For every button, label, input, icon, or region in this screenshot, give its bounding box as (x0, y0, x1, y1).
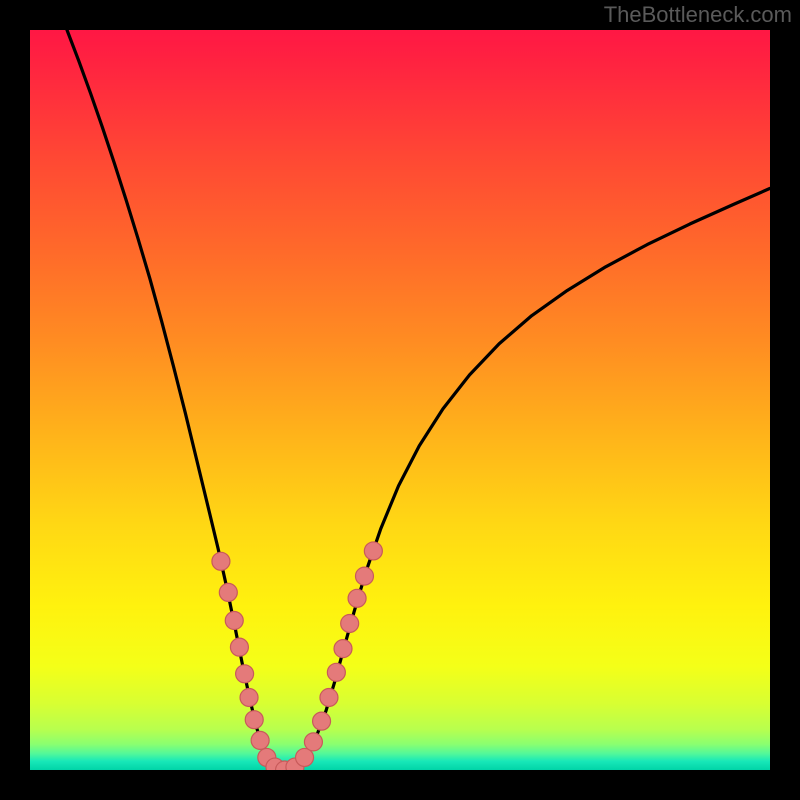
curve-marker (225, 612, 243, 630)
plot-area (30, 30, 770, 770)
curve-marker (320, 688, 338, 706)
curve-marker (334, 640, 352, 658)
curve-marker (348, 589, 366, 607)
curve-marker (251, 731, 269, 749)
curve-marker (219, 583, 237, 601)
curve-marker (230, 638, 248, 656)
curve-marker (236, 665, 254, 683)
curve-marker (364, 542, 382, 560)
curve-marker (341, 614, 359, 632)
curve-marker (355, 567, 373, 585)
watermark-text: TheBottleneck.com (604, 2, 792, 28)
curve-marker (304, 733, 322, 751)
curve-marker (245, 711, 263, 729)
bottleneck-curve-chart (0, 0, 800, 800)
curve-marker (327, 663, 345, 681)
curve-marker (240, 688, 258, 706)
curve-marker (313, 712, 331, 730)
curve-marker (212, 552, 230, 570)
